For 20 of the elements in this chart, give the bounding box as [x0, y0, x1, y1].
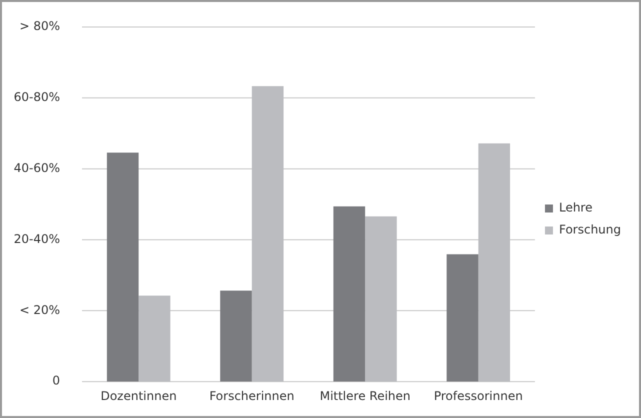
bar: [333, 206, 366, 382]
bar: [106, 152, 139, 382]
text: 40-60%: [14, 160, 60, 175]
text: < 20%: [19, 302, 60, 317]
bar: [220, 290, 252, 382]
text: 0: [52, 374, 60, 388]
legend-label: Lehre: [558, 200, 592, 215]
x-tick-label: Mittlere Reihen: [320, 388, 411, 403]
legend-label: Forschung: [558, 222, 622, 237]
x-tick-label: Professorinnen: [434, 388, 523, 403]
text: > 80%: [19, 19, 60, 34]
text: 60-80%: [14, 90, 60, 104]
bar: [478, 143, 510, 382]
bar: [446, 254, 478, 382]
x-tick-label: Dozentinnen: [100, 388, 177, 403]
text: 20-40%: [14, 232, 60, 246]
bar: [365, 216, 397, 382]
bar: [138, 296, 170, 382]
bar: [252, 86, 284, 382]
x-tick-label: Forscherinnen: [209, 388, 294, 403]
